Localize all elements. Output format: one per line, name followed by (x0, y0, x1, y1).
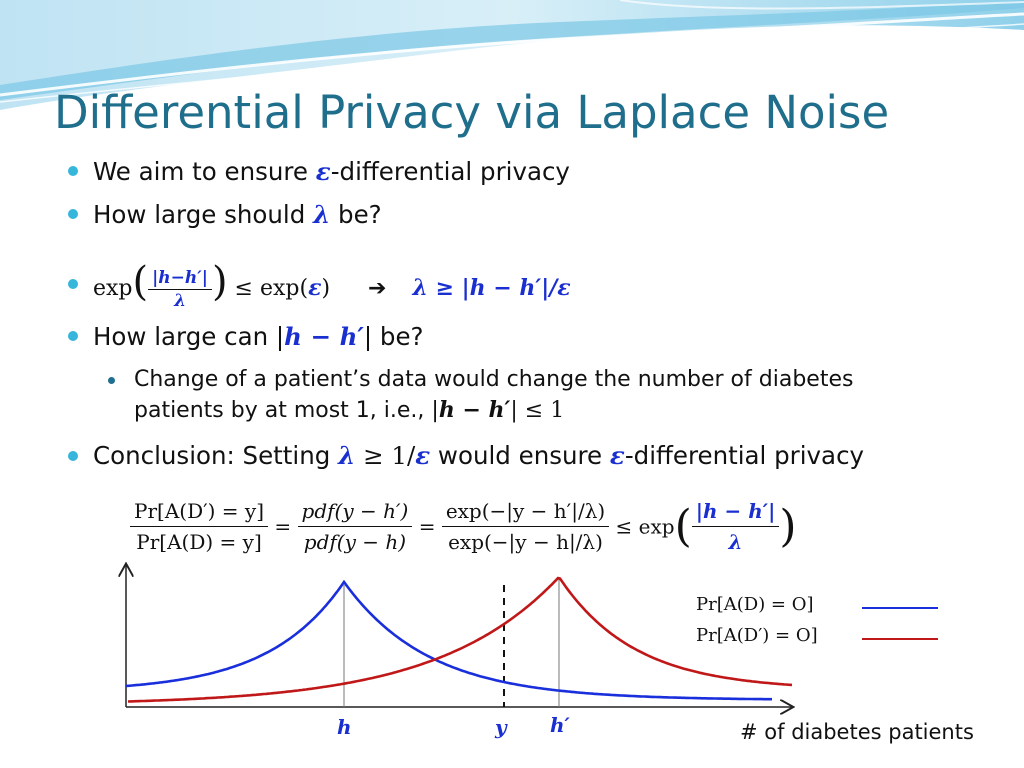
probability-numerator: Pr[A(D′) = y] (130, 496, 269, 527)
bound-denominator: λ (728, 530, 743, 554)
bullet-3-inequality: exp(|h−h′| λ) ≤ exp(ε) ➔ λ ≥ |h − h′|/ε (93, 250, 571, 314)
pdf-ratio-fraction: pdf(y − h′) pdf(y − h) (297, 496, 413, 557)
epsilon-symbol: ε (315, 157, 331, 186)
bullet-5-text-mid: would ensure (430, 441, 610, 470)
series-curve-Dprime (127, 576, 793, 703)
tick-label-y: y (495, 715, 507, 739)
probability-denominator: Pr[A(D) = y] (136, 530, 262, 554)
leq-exp: ≤ exp (615, 514, 675, 539)
h-diff-symbol: h − h′ (438, 397, 511, 423)
fraction-numerator: |h−h′| (148, 267, 212, 290)
fraction-denominator: λ (174, 290, 186, 311)
exp-ratio-fraction: exp(−|y − h′|/λ) exp(−|y − h|/λ) (441, 496, 610, 557)
legend-label-Dprime: Pr[A(D′) = O] (696, 625, 818, 646)
lambda-symbol: λ (338, 441, 356, 470)
x-axis-caption: # of diabetes patients (740, 720, 974, 744)
close-paren: ) (321, 276, 331, 301)
equals-sign: = (418, 514, 436, 539)
bullet-dot (68, 331, 78, 341)
bullet-1: We aim to ensure ε-differential privacy (93, 157, 570, 187)
bullet-2-text-pre: How large should (93, 200, 314, 229)
bullet-dot (68, 209, 78, 219)
header-wave-decoration (0, 0, 1024, 110)
sub-line-2-post: | ≤ 1 (510, 398, 565, 423)
pdf-numerator: pdf(y − h′) (297, 496, 413, 527)
pdf-denominator: pdf(y − h) (303, 530, 407, 554)
bullet-1-text-post: -differential privacy (330, 157, 570, 186)
equals-sign: = (274, 514, 292, 539)
implies-arrow-icon: ➔ (368, 276, 387, 301)
exp-numerator: exp(−|y − h′|/λ) (441, 496, 610, 527)
exp-function: exp (93, 276, 133, 301)
open-paren: ( (674, 501, 692, 552)
sub-line-2-pre: patients by at most 1, i.e., | (134, 398, 439, 423)
epsilon-symbol: ε (308, 275, 322, 301)
series-curve-D (125, 579, 772, 701)
bullet-2: How large should λ be? (93, 200, 382, 230)
tick-label-h: h (337, 715, 352, 739)
bullet-4: How large can |h − h′| be? (93, 322, 424, 352)
legend-label-D: Pr[A(D) = O] (696, 594, 814, 615)
bullet-5-conclusion: Conclusion: Setting λ ≥ 1/ε would ensure… (93, 441, 864, 471)
bullet-4-text-post: | be? (363, 322, 424, 351)
sub-bullet-dot (108, 377, 115, 384)
leq-exp: ≤ exp( (227, 276, 309, 301)
bullet-dot (68, 166, 78, 176)
sub-bullet-line-1: Change of a patient’s data would change … (134, 367, 854, 392)
bullet-1-text-pre: We aim to ensure (93, 157, 316, 186)
close-paren: ) (211, 259, 228, 305)
slide-title: Differential Privacy via Laplace Noise (54, 86, 890, 139)
legend-swatch-D (862, 607, 938, 609)
epsilon-symbol: ε (415, 441, 431, 470)
legend-swatch-Dprime (862, 638, 938, 640)
tick-label-hprime: h′ (550, 713, 570, 737)
bullet-dot (68, 279, 78, 289)
bullet-5-text-post: -differential privacy (624, 441, 865, 470)
fraction: |h−h′| λ (148, 267, 212, 312)
sub-bullet-line-2: patients by at most 1, i.e., |h − h′| ≤ … (134, 396, 564, 425)
probability-ratio-fraction: Pr[A(D′) = y] Pr[A(D) = y] (130, 496, 269, 557)
bound-fraction: |h − h′| λ (691, 496, 780, 557)
lambda-bound: λ ≥ |h − h′|/ε (412, 275, 571, 301)
lambda-symbol: λ (313, 200, 331, 229)
open-paren: ( (132, 259, 149, 305)
bound-numerator: |h − h′| (691, 496, 780, 527)
close-paren: ) (779, 501, 797, 552)
h-diff-symbol: h − h′ (284, 322, 364, 351)
bullet-2-text-post: be? (330, 200, 382, 229)
exp-denominator: exp(−|y − h|/λ) (448, 530, 603, 554)
geq-one-over: ≥ 1/ (355, 441, 416, 470)
ratio-equation: Pr[A(D′) = y] Pr[A(D) = y] = pdf(y − h′) p… (130, 496, 797, 557)
epsilon-symbol: ε (609, 441, 625, 470)
bullet-5-text-pre: Conclusion: Setting (93, 441, 339, 470)
bullet-4-text-pre: How large can | (93, 322, 285, 351)
bullet-dot (68, 451, 78, 461)
